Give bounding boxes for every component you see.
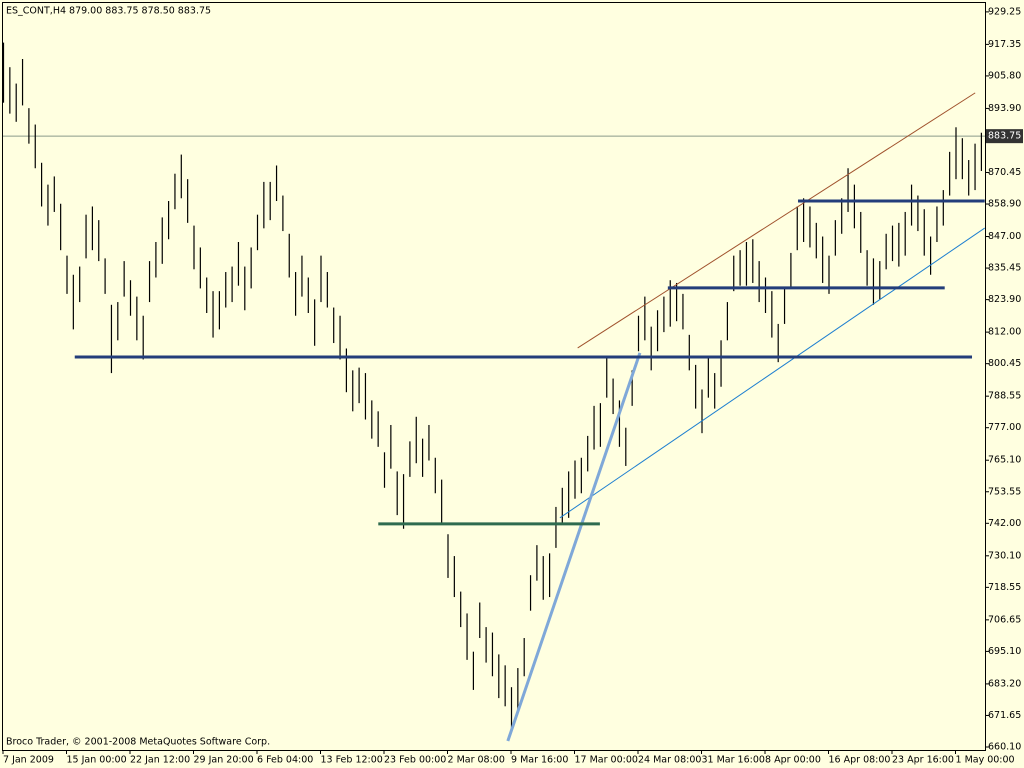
x-tick-label: 8 Apr 00:00 [765,755,821,766]
y-tick-label: 706.65 [988,614,1021,625]
x-tick-label: 22 Jan 12:00 [130,755,190,766]
y-tick-label: 905.80 [988,70,1021,81]
x-tick-label: 2 Mar 08:00 [448,755,505,766]
y-tick-label: 753.55 [988,486,1021,497]
y-tick-label: 788.55 [988,391,1021,402]
x-tick-label: 7 Jan 2009 [3,755,54,766]
y-tick-label: 671.65 [988,710,1021,721]
x-tick-label: 31 Mar 16:00 [702,755,765,766]
x-tick-label: 16 Apr 08:00 [829,755,891,766]
x-tick-label: 15 Jan 00:00 [67,755,127,766]
last-price-box [986,129,1023,144]
y-tick-label: 893.90 [988,103,1021,114]
y-tick-label: 812.00 [988,327,1021,338]
last-price-label: 883.75 [988,131,1021,142]
trendline [506,352,642,742]
trendline [559,227,985,519]
y-tick-label: 660.10 [988,741,1021,752]
y-tick-label: 917.35 [988,39,1021,50]
y-tick-label: 683.20 [988,678,1021,689]
x-tick-label: 17 Mar 00:00 [575,755,638,766]
plot-frame [2,2,986,751]
x-tick-label: 9 Mar 16:00 [511,755,568,766]
y-tick-label: 858.90 [988,199,1021,210]
y-tick-label: 870.45 [988,167,1021,178]
trendline [577,92,976,349]
y-tick-label: 730.10 [988,550,1021,561]
x-tick-label: 29 Jan 20:00 [194,755,254,766]
y-tick-label: 929.25 [988,6,1021,17]
x-tick-label: 23 Feb 00:00 [384,755,446,766]
chart-header: ES_CONT,H4 879.00 883.75 878.50 883.75 [6,6,211,17]
y-tick-label: 835.45 [988,263,1021,274]
x-tick-label: 1 May 00:00 [956,755,1015,766]
x-tick-label: 23 Apr 16:00 [892,755,954,766]
y-tick-label: 777.00 [988,422,1021,433]
y-tick-label: 765.10 [988,455,1021,466]
copyright: Broco Trader, © 2001-2008 MetaQuotes Sof… [6,737,270,748]
y-tick-label: 847.00 [988,231,1021,242]
y-tick-label: 695.10 [988,646,1021,657]
x-tick-label: 24 Mar 08:00 [638,755,701,766]
y-tick-label: 823.90 [988,294,1021,305]
x-tick-label: 13 Feb 12:00 [321,755,383,766]
y-tick-label: 742.00 [988,518,1021,529]
y-tick-label: 800.45 [988,358,1021,369]
y-tick-label: 718.55 [988,582,1021,593]
x-tick-label: 6 Feb 04:00 [257,755,313,766]
